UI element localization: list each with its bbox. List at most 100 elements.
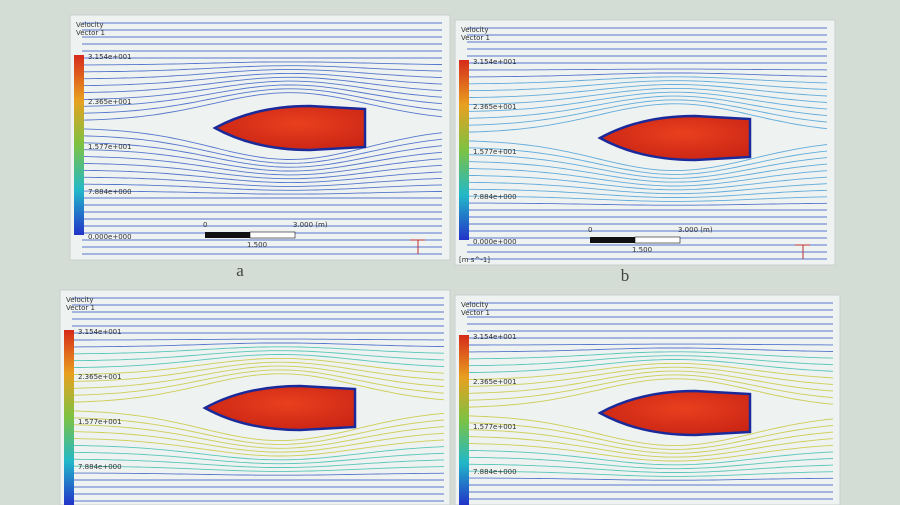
streamline: [467, 72, 828, 78]
scale-label: 1.500: [247, 241, 267, 249]
streamline: [71, 357, 445, 375]
legend-subtitle: Vector 1: [66, 304, 95, 312]
hull: [597, 389, 752, 437]
color-legend: [459, 60, 469, 240]
streamline: [82, 183, 443, 191]
streamline: [82, 65, 443, 73]
streamline: [466, 449, 834, 466]
streamline: [71, 365, 445, 389]
legend-label: 3.154e+001: [88, 53, 132, 61]
streamline: [72, 342, 445, 348]
legend-label: 1.577e+001: [88, 143, 132, 151]
streamline: [81, 84, 443, 107]
streamline: [467, 202, 828, 206]
streamline: [82, 61, 442, 66]
hull: [212, 104, 367, 152]
streamline: [466, 84, 828, 99]
streamline: [71, 431, 445, 453]
hull: [202, 384, 357, 432]
legend-label: 7.884e+000: [78, 463, 122, 471]
streamline: [466, 161, 828, 183]
streamline: [467, 76, 828, 85]
legend-label: 2.365e+001: [78, 373, 122, 381]
streamline: [82, 69, 443, 80]
scale-bar: [249, 231, 296, 239]
streamline: [466, 80, 828, 92]
legend-label: 2.365e+001: [88, 98, 132, 106]
streamline: [72, 472, 445, 476]
streamline: [466, 456, 834, 470]
legend-label: 2.365e+001: [473, 103, 517, 111]
streamline: [72, 338, 444, 341]
streamline: [466, 188, 828, 198]
streamline: [467, 195, 828, 202]
streamline: [71, 458, 445, 468]
streamline: [82, 169, 443, 184]
streamline: [81, 135, 443, 164]
streamline: [81, 76, 443, 94]
streamline: [466, 174, 828, 191]
legend-label: 0.000e+000: [473, 238, 517, 246]
streamline: [81, 80, 443, 100]
streamline: [466, 370, 834, 394]
scale-label: 3.000 (m): [293, 221, 328, 229]
legend-subtitle: Vector 1: [76, 29, 105, 37]
legend-unit: [m s^-1]: [459, 256, 490, 264]
scale-label: 0: [203, 221, 207, 229]
streamline: [466, 140, 828, 172]
streamline: [81, 156, 443, 176]
legend-label: 3.154e+001: [473, 58, 517, 66]
streamline: [466, 463, 834, 473]
streamline: [82, 72, 443, 87]
streamline: [466, 99, 828, 126]
streamline: [466, 366, 834, 387]
color-legend: [459, 335, 469, 505]
streamline: [466, 415, 834, 447]
scale-bar: [634, 236, 681, 244]
caption: b: [621, 266, 630, 285]
legend-title: Velocity: [461, 26, 488, 34]
streamline: [466, 355, 834, 367]
legend-label: 2.365e+001: [473, 378, 517, 386]
legend-label: 0.000e+000: [88, 233, 132, 241]
scale-label: 0: [588, 226, 592, 234]
streamline: [71, 424, 445, 449]
legend-label: 3.154e+001: [78, 328, 122, 336]
legend-subtitle: Vector 1: [461, 34, 490, 42]
streamline: [466, 359, 834, 374]
caption: a: [236, 261, 244, 280]
axis-triad: [795, 244, 810, 259]
scale-bar: [590, 237, 635, 243]
streamline: [71, 444, 445, 461]
legend-label: 1.577e+001: [78, 418, 122, 426]
legend-title: Velocity: [461, 301, 488, 309]
streamline: [467, 343, 833, 346]
legend-subtitle: Vector 1: [461, 309, 490, 317]
streamline: [466, 91, 828, 112]
streamline: [466, 378, 834, 408]
streamline: [466, 168, 828, 187]
streamline: [72, 465, 445, 472]
streamline: [466, 154, 828, 179]
scale-label: 1.500: [632, 246, 652, 254]
streamline: [467, 477, 833, 481]
legend-label: 1.577e+001: [473, 423, 517, 431]
scale-bar: [205, 232, 250, 238]
legend-label: 7.884e+000: [473, 468, 517, 476]
legend-label: 7.884e+000: [88, 188, 132, 196]
streamline: [71, 438, 445, 457]
streamline: [71, 417, 445, 445]
streamline: [81, 142, 443, 168]
hull: [597, 114, 752, 162]
streamline: [466, 362, 834, 380]
streamline: [466, 374, 834, 401]
streamline: [71, 361, 445, 382]
streamline: [71, 373, 445, 403]
streamline: [82, 176, 443, 187]
legend-label: 7.884e+000: [473, 193, 517, 201]
streamline: [71, 451, 445, 465]
legend-label: 1.577e+001: [473, 148, 517, 156]
